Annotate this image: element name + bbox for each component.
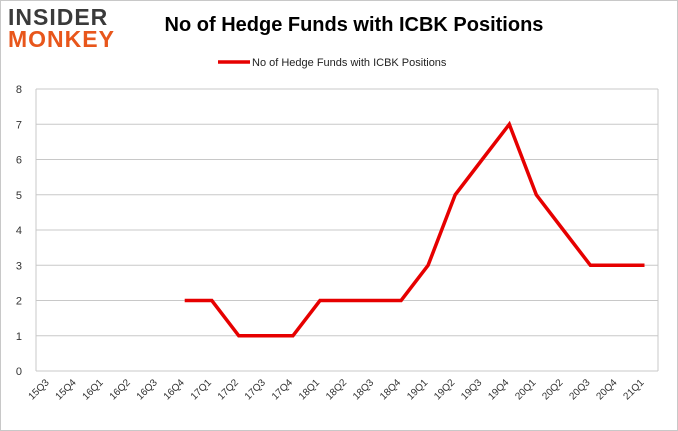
x-tick-label: 21Q1 xyxy=(622,377,647,402)
x-tick-label: 16Q4 xyxy=(162,377,187,402)
series-lines xyxy=(184,120,645,338)
x-tick-label: 17Q3 xyxy=(243,377,268,402)
x-tick-label: 16Q1 xyxy=(81,377,106,402)
x-tick-label: 17Q2 xyxy=(216,377,241,402)
x-tick-label: 20Q2 xyxy=(540,377,565,402)
x-tick-label: 16Q3 xyxy=(135,377,160,402)
x-tick-labels: 15Q3 15Q4 16Q1 16Q2 16Q3 16Q4 17Q1 17Q2 17Q3 17Q4… xyxy=(27,377,647,402)
x-tick-label: 15Q4 xyxy=(54,377,79,402)
x-tick-label: 20Q4 xyxy=(594,377,619,402)
x-tick-label: 17Q4 xyxy=(270,377,295,402)
y-tick-label: 6 xyxy=(16,155,22,167)
y-tick-label: 8 xyxy=(16,84,22,96)
logo-line-1: INSIDER xyxy=(8,4,109,30)
x-tick-label: 20Q3 xyxy=(567,377,592,402)
y-tick-label: 1 xyxy=(16,331,22,343)
y-tick-label: 5 xyxy=(16,190,22,202)
x-tick-label: 18Q2 xyxy=(324,377,349,402)
insider-monkey-logo: INSIDER MONKEY xyxy=(8,4,128,52)
logo-line-2: MONKEY xyxy=(8,26,115,52)
y-tick-labels: 0 1 2 3 4 5 6 7 8 xyxy=(16,84,22,378)
x-tick-label: 20Q1 xyxy=(513,377,538,402)
x-tick-label: 18Q1 xyxy=(297,377,322,402)
x-tick-label: 15Q3 xyxy=(27,377,52,402)
gridlines xyxy=(35,88,659,372)
x-tick-label: 19Q4 xyxy=(486,377,511,402)
x-tick-label: 19Q3 xyxy=(459,377,484,402)
x-tick-label: 16Q2 xyxy=(108,377,133,402)
y-tick-label: 7 xyxy=(16,119,22,131)
x-tick-label: 17Q1 xyxy=(189,377,214,402)
x-tick-label: 18Q4 xyxy=(378,377,403,402)
y-tick-label: 4 xyxy=(16,225,22,237)
legend: No of Hedge Funds with ICBK Positions xyxy=(218,57,447,69)
y-tick-label: 2 xyxy=(16,296,22,308)
y-tick-label: 3 xyxy=(16,260,22,272)
x-tick-label: 19Q1 xyxy=(405,377,430,402)
series-line xyxy=(184,120,645,338)
legend-label: No of Hedge Funds with ICBK Positions xyxy=(252,57,447,69)
y-tick-label: 0 xyxy=(16,366,22,378)
chart-title: No of Hedge Funds with ICBK Positions xyxy=(164,14,544,36)
x-tick-label: 19Q2 xyxy=(432,377,457,402)
x-tick-label: 18Q3 xyxy=(351,377,376,402)
